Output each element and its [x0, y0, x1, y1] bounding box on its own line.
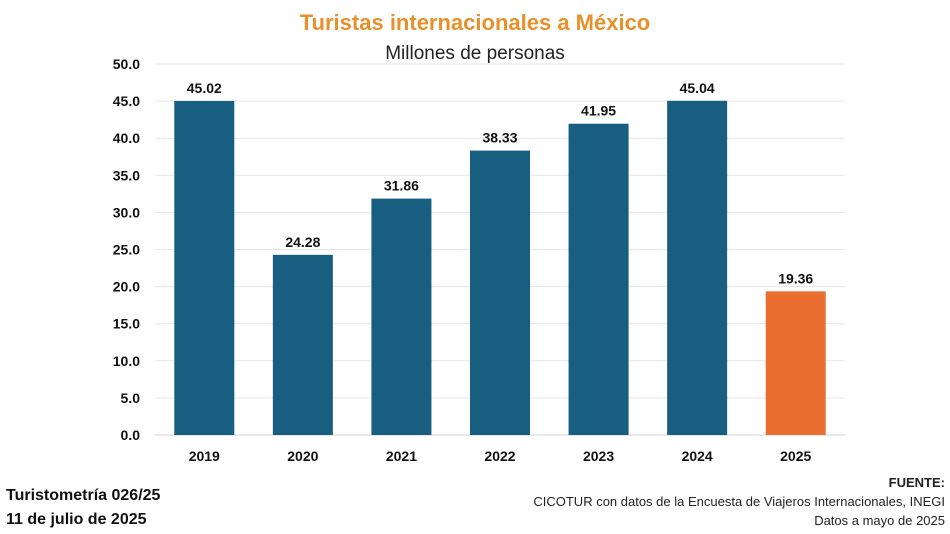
publication-id: Turistometría 026/25: [6, 487, 161, 504]
chart-subtitle: Millones de personas: [385, 43, 565, 64]
y-tick-label: 5.0: [121, 390, 141, 406]
footer-publication: Turistometría 026/25 11 de julio de 2025: [6, 484, 160, 532]
bar-2020: [272, 254, 333, 435]
x-tick-label: 2024: [682, 448, 713, 464]
publication-date: 11 de julio de 2025: [6, 511, 147, 528]
x-tick-label: 2021: [386, 448, 417, 464]
y-tick-label: 35.0: [113, 167, 140, 183]
y-tick-label: 10.0: [113, 353, 140, 369]
y-tick-label: 50.0: [113, 56, 140, 72]
data-label-2025: 19.36: [778, 270, 813, 286]
y-tick-label: 15.0: [113, 316, 140, 332]
x-tick-label: 2023: [583, 448, 614, 464]
y-tick-label: 40.0: [113, 130, 140, 146]
y-tick-label: 25.0: [113, 242, 140, 258]
bar-2024: [667, 100, 728, 436]
bar-2019: [174, 100, 235, 435]
x-tick-label: 2019: [189, 448, 220, 464]
y-tick-label: 0.0: [121, 427, 141, 443]
footer-source: FUENTE: CICOTUR con datos de la Encuesta…: [533, 473, 945, 530]
x-tick-label: 2020: [287, 448, 318, 464]
data-label-2021: 31.86: [384, 178, 419, 194]
y-tick-label: 20.0: [113, 279, 140, 295]
source-text: CICOTUR con datos de la Encuesta de Viaj…: [533, 494, 945, 509]
bar-2025: [765, 291, 826, 435]
data-label-2019: 45.02: [187, 80, 222, 96]
data-label-2020: 24.28: [285, 234, 320, 250]
data-label-2024: 45.04: [680, 80, 715, 96]
x-tick-label: 2025: [780, 448, 811, 464]
bar-2021: [371, 198, 432, 435]
y-tick-label: 30.0: [113, 204, 140, 220]
bar-chart: 0.0 5.0 10.0 15.0 20.0 25.0 30.0 35.0 40.0 45.0 50…: [113, 56, 845, 464]
data-label-2023: 41.95: [581, 103, 616, 119]
source-date: Datos a mayo de 2025: [814, 513, 945, 528]
chart-title: Turistas internacionales a México: [299, 10, 651, 35]
y-tick-label: 45.0: [113, 93, 140, 109]
source-label: FUENTE:: [888, 475, 945, 490]
x-tick-label: 2022: [484, 448, 515, 464]
bar-2022: [470, 150, 530, 435]
bar-2023: [568, 123, 629, 435]
data-label-2022: 38.33: [482, 130, 517, 146]
